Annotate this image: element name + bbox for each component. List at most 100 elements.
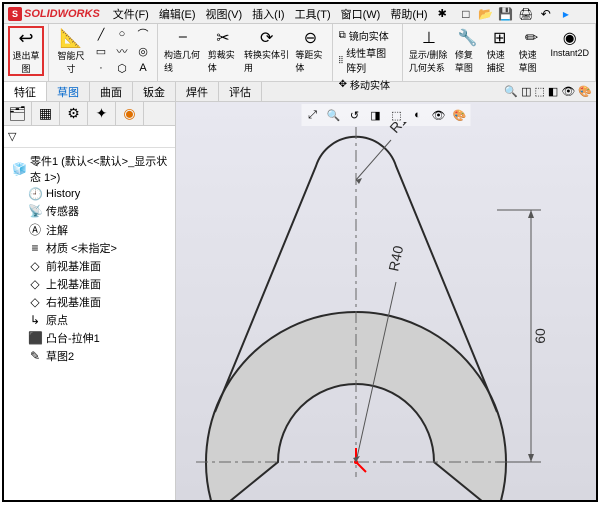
select-icon[interactable]: ▸ [558, 6, 574, 22]
section-icon[interactable]: ◧ [548, 85, 558, 98]
tree-material[interactable]: ≡材质 <未指定> [8, 239, 171, 257]
tree-front-plane[interactable]: ◇前视基准面 [8, 257, 171, 275]
offset-icon: ⊖ [304, 28, 317, 48]
feature-manager-panel: 🗂 ▦ ⚙ ✦ ◉ ▽ 🧊 零件1 (默认<<默认>_显示状态 1>) 🕘His… [4, 102, 176, 500]
exit-sketch-button[interactable]: ↩ 退出草图 [8, 26, 44, 76]
convert-icon: ⟳ [260, 28, 273, 48]
filter-icon[interactable]: ▽ [8, 130, 16, 143]
tree-filter-row: ▽ [4, 126, 175, 148]
repair-icon: 🔧 [458, 28, 478, 48]
tree-sketch2[interactable]: ✎草图2 [8, 347, 171, 365]
snap-icon: ⊞ [493, 28, 506, 48]
convert-button[interactable]: ⟳ 转换实体引用 [242, 26, 291, 79]
logo-icon: S [8, 7, 22, 21]
smart-dim-label: 智能尺寸 [55, 49, 87, 75]
menu-help[interactable]: 帮助(H) [385, 6, 432, 22]
construct-label: 构造几何线 [164, 48, 202, 74]
pattern-icon: ⦙⦙ [339, 55, 343, 66]
text-tool-icon[interactable]: A [133, 60, 153, 76]
tree-extrude[interactable]: ⬛凸台-拉伸1 [8, 329, 171, 347]
move-icon: ✥ [339, 79, 347, 90]
sensor-icon: 📡 [28, 204, 42, 218]
exit-sketch-label: 退出草图 [12, 49, 40, 75]
line-tool-icon[interactable]: ╱ [91, 26, 111, 42]
sketch-icon: ✎ [28, 349, 42, 363]
tree-origin[interactable]: ↳原点 [8, 311, 171, 329]
new-icon[interactable]: □ [458, 6, 474, 22]
feature-tree: 🧊 零件1 (默认<<默认>_显示状态 1>) 🕘History 📡传感器 Ⓐ注… [4, 148, 175, 369]
menu-file[interactable]: 文件(F) [108, 6, 154, 22]
mirror-icon: ⧉ [339, 30, 346, 41]
open-icon[interactable]: 📂 [478, 6, 494, 22]
spline-tool-icon[interactable]: 〰 [112, 43, 132, 59]
offset-button[interactable]: ⊖ 等距实体 [293, 26, 327, 79]
menu-tools[interactable]: 工具(T) [290, 6, 336, 22]
offset-label: 等距实体 [295, 48, 325, 74]
print-icon[interactable]: 🖨 [518, 6, 534, 22]
point-tool-icon[interactable]: · [91, 60, 111, 76]
trim-button[interactable]: ✂ 剪裁实体 [206, 26, 240, 79]
svg-text:R16: R16 [386, 122, 415, 136]
search-icon[interactable]: 🔍 [504, 85, 518, 98]
quick-snap-button[interactable]: ⊞ 快速捕捉 [485, 26, 515, 79]
construction-geom-button[interactable]: ⎯ 构造几何线 [162, 26, 204, 79]
part-icon: 🧊 [12, 162, 26, 176]
ribbon: ↩ 退出草图 📐 智能尺寸 ╱ ○ ⌒ ▭ 〰 ◎ · ⬡ A ⎯ 构造几何线 … [4, 24, 596, 82]
dimxpert-tab-icon[interactable]: ✦ [88, 102, 116, 125]
appearance-icon[interactable]: 🎨 [578, 85, 592, 98]
smart-dimension-button[interactable]: 📐 智能尺寸 [53, 26, 89, 76]
property-tab-icon[interactable]: ▦ [32, 102, 60, 125]
relations-icon: ⊥ [422, 28, 436, 48]
view-toolbar-right: 🔍 ◫ ⬚ ◧ 👁 🎨 [500, 82, 596, 101]
view-style-icon[interactable]: ⬚ [535, 85, 545, 98]
tree-history[interactable]: 🕘History [8, 186, 171, 202]
repair-sketch-button[interactable]: 🔧 修复草图 [453, 26, 483, 79]
menu-insert[interactable]: 插入(I) [247, 6, 289, 22]
tree-top-plane[interactable]: ◇上视基准面 [8, 275, 171, 293]
view-cube-icon[interactable]: ◫ [521, 85, 531, 98]
polygon-tool-icon[interactable]: ⬡ [112, 60, 132, 76]
tab-weldment[interactable]: 焊件 [176, 82, 219, 101]
menu-pointer-icon[interactable]: ✱ [433, 7, 452, 20]
trim-label: 剪裁实体 [208, 48, 238, 74]
display-relations-button[interactable]: ⊥ 显示/删除几何关系 [407, 26, 451, 79]
tree-sensors[interactable]: 📡传感器 [8, 202, 171, 220]
sketch-tools-grid: ╱ ○ ⌒ ▭ 〰 ◎ · ⬡ A [91, 26, 153, 79]
tab-feature[interactable]: 特征 [4, 82, 47, 101]
dimension-icon: 📐 [60, 28, 82, 49]
tree-annotations[interactable]: Ⓐ注解 [8, 220, 171, 239]
display-tab-icon[interactable]: ◉ [116, 102, 144, 125]
move-tool[interactable]: ✥移动实体 [339, 77, 396, 92]
pattern-tool[interactable]: ⦙⦙线性草图阵列 [339, 45, 396, 75]
instant2d-button[interactable]: ◉ Instant2D [548, 26, 591, 79]
rect-tool-icon[interactable]: ▭ [91, 43, 111, 59]
tab-evaluate[interactable]: 评估 [219, 82, 262, 101]
tree-right-plane[interactable]: ◇右视基准面 [8, 293, 171, 311]
save-icon[interactable]: 💾 [498, 6, 514, 22]
tab-surface[interactable]: 曲面 [90, 82, 133, 101]
slot-tool-icon[interactable]: ◎ [133, 43, 153, 59]
rapid-icon: ✏ [525, 28, 538, 48]
tab-sketch[interactable]: 草图 [47, 82, 90, 101]
menu-edit[interactable]: 编辑(E) [154, 6, 201, 22]
config-tab-icon[interactable]: ⚙ [60, 102, 88, 125]
hide-show-icon[interactable]: 👁 [561, 85, 575, 98]
arc-tool-icon[interactable]: ⌒ [133, 26, 153, 42]
menu-window[interactable]: 窗口(W) [336, 6, 386, 22]
tree-part-root[interactable]: 🧊 零件1 (默认<<默认>_显示状态 1>) [8, 152, 171, 186]
svg-text:R40: R40 [385, 244, 406, 273]
feature-tree-tab-icon[interactable]: 🗂 [4, 102, 32, 125]
rapid-sketch-button[interactable]: ✏ 快速草图 [517, 26, 547, 79]
graphics-area[interactable]: ⤢ 🔍 ↺ ◨ ⬚ ◐ 👁 🎨 R16R4060 [176, 102, 596, 500]
exit-sketch-icon: ↩ [18, 28, 33, 49]
panel-tabs: 🗂 ▦ ⚙ ✦ ◉ [4, 102, 175, 126]
instant2d-icon: ◉ [563, 28, 577, 48]
undo-icon[interactable]: ↶ [538, 6, 554, 22]
extrude-icon: ⬛ [28, 331, 42, 345]
command-tab-bar: 特征 草图 曲面 钣金 焊件 评估 🔍 ◫ ⬚ ◧ 👁 🎨 [4, 82, 596, 102]
menu-view[interactable]: 视图(V) [201, 6, 248, 22]
mirror-tool[interactable]: ⧉镜向实体 [339, 28, 396, 43]
circle-tool-icon[interactable]: ○ [112, 26, 132, 42]
construct-icon: ⎯ [179, 28, 187, 48]
tab-sheetmetal[interactable]: 钣金 [133, 82, 176, 101]
